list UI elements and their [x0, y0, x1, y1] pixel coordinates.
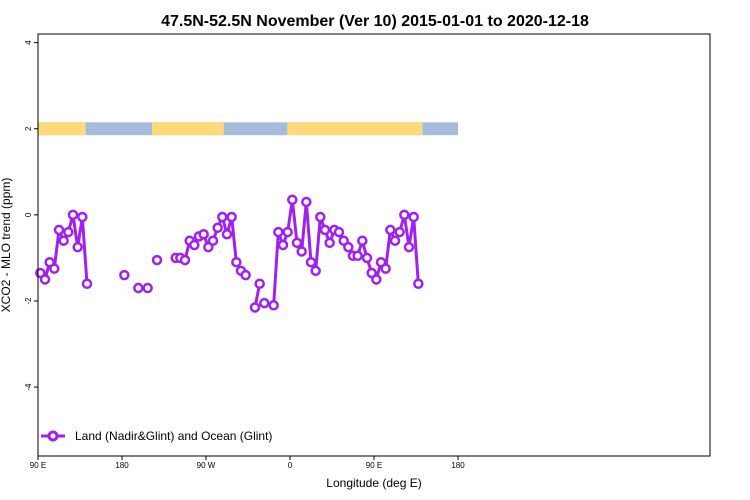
- data-point: [357, 235, 368, 246]
- data-point: [198, 228, 209, 240]
- data-point: [151, 254, 163, 266]
- data-point: [385, 224, 396, 236]
- data-point: [291, 237, 303, 249]
- data-point: [403, 241, 415, 253]
- data-point: [277, 239, 289, 251]
- data-point: [408, 211, 419, 223]
- data-point: [287, 194, 298, 206]
- land-span: [38, 122, 86, 136]
- data-point: [49, 263, 60, 274]
- data-point: [119, 269, 130, 281]
- y-axis-label: XCO2 - MLO trend (ppm): [0, 178, 13, 313]
- x-tick-label: 90 W: [197, 461, 216, 470]
- land-ocean-band: [38, 122, 458, 136]
- x-tick-label: 180: [115, 461, 129, 470]
- series-points-group: [35, 194, 424, 313]
- data-point: [371, 274, 382, 285]
- series-line: [272, 198, 420, 306]
- data-point: [282, 226, 293, 238]
- data-point: [39, 274, 51, 285]
- data-point: [133, 282, 144, 294]
- data-point: [240, 269, 251, 281]
- x-tick-label: 90 E: [30, 461, 46, 470]
- data-point: [226, 211, 237, 223]
- x-tick-label: 90 E: [366, 461, 382, 470]
- data-point: [352, 250, 363, 262]
- y-tick-label: 4: [24, 40, 33, 45]
- legend: Land (Nadir&Glint) and Ocean (Glint): [41, 429, 272, 443]
- data-point: [142, 282, 153, 294]
- data-point: [273, 226, 284, 238]
- data-point: [389, 235, 401, 246]
- y-tick-label: -2: [24, 297, 33, 305]
- data-point: [231, 256, 242, 268]
- legend-marker-swatch: [47, 430, 59, 442]
- data-point: [207, 235, 219, 246]
- data-point: [343, 241, 354, 253]
- x-axis: 90 E 180 90 W 0 90 E 180: [30, 456, 465, 470]
- data-point: [268, 300, 279, 311]
- x-axis-label: Longitude (deg E): [326, 476, 421, 490]
- data-point: [72, 241, 83, 253]
- data-point: [217, 211, 228, 223]
- x-tick-label: 180: [451, 461, 465, 470]
- x-tick-label: 0: [288, 461, 293, 470]
- y-tick-label: 0: [24, 212, 33, 217]
- data-point: [315, 211, 326, 223]
- data-point: [324, 237, 335, 249]
- data-point: [81, 278, 93, 290]
- data-point: [305, 256, 317, 268]
- data-point: [63, 226, 74, 238]
- data-point: [254, 278, 265, 290]
- y-tick-label: 2: [24, 126, 33, 131]
- plot-frame: [37, 33, 711, 457]
- y-tick-label: -4: [24, 383, 33, 391]
- data-point: [67, 209, 79, 221]
- chart-title: 47.5N-52.5N November (Ver 10) 2015-01-01…: [161, 13, 589, 30]
- land-span: [151, 122, 224, 136]
- data-point: [399, 209, 410, 221]
- data-point: [221, 228, 233, 240]
- data-point: [333, 226, 345, 238]
- data-point: [361, 252, 373, 264]
- data-point: [249, 302, 261, 313]
- data-point: [380, 263, 391, 274]
- data-point: [212, 222, 223, 234]
- y-axis: 4 2 0 -2 -4: [24, 40, 38, 391]
- data-point: [310, 265, 321, 277]
- data-point: [53, 224, 65, 236]
- land-span: [287, 122, 423, 136]
- data-point: [301, 196, 312, 208]
- data-point: [413, 278, 424, 290]
- data-point: [189, 239, 200, 251]
- data-point: [179, 254, 191, 266]
- data-point: [58, 235, 69, 246]
- data-point: [296, 246, 307, 257]
- legend-label: Land (Nadir&Glint) and Ocean (Glint): [75, 429, 272, 443]
- data-point: [394, 226, 405, 238]
- data-point: [259, 297, 270, 309]
- data-point: [77, 211, 88, 223]
- data-point: [319, 224, 331, 236]
